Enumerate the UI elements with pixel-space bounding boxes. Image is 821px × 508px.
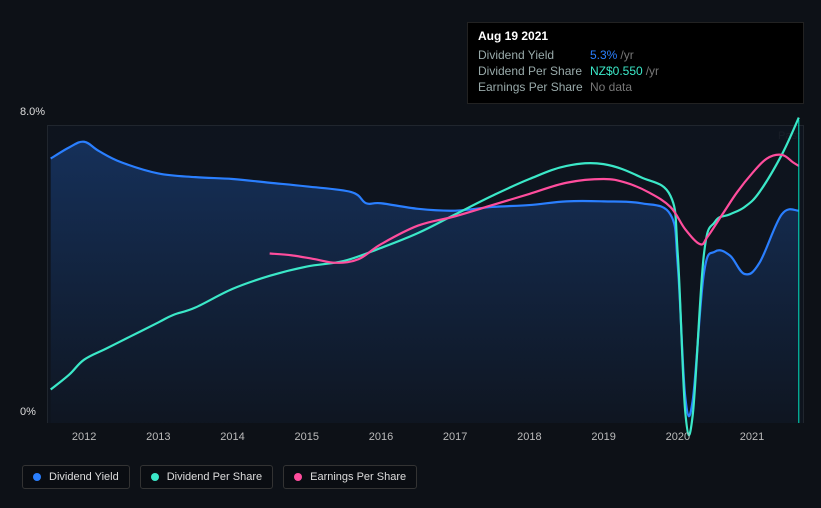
x-tick: 2017 [443, 431, 467, 443]
tooltip-row-label: Earnings Per Share [478, 79, 590, 95]
x-tick: 2015 [295, 431, 319, 443]
x-tick: 2019 [591, 431, 615, 443]
tooltip-row-label: Dividend Per Share [478, 63, 590, 79]
legend-item-dividend-yield[interactable]: Dividend Yield [22, 465, 130, 489]
legend-label: Dividend Per Share [167, 471, 262, 483]
tooltip-row-suffix: /yr [646, 63, 659, 79]
tooltip-date: Aug 19 2021 [478, 29, 793, 43]
series-area-fill [51, 142, 799, 423]
legend-item-earnings-per-share[interactable]: Earnings Per Share [283, 465, 417, 489]
legend-dot-icon [33, 473, 41, 481]
chart-svg [47, 125, 804, 423]
x-tick: 2018 [517, 431, 541, 443]
x-tick: 2016 [369, 431, 393, 443]
tooltip-row: Earnings Per Share No data [478, 79, 793, 95]
legend-dot-icon [294, 473, 302, 481]
y-tick-max: 8.0% [20, 106, 45, 118]
tooltip-row-label: Dividend Yield [478, 47, 590, 63]
tooltip-row-value: 5.3% [590, 47, 617, 63]
x-tick: 2021 [740, 431, 764, 443]
x-tick: 2020 [666, 431, 690, 443]
x-tick: 2013 [146, 431, 170, 443]
legend: Dividend Yield Dividend Per Share Earnin… [22, 465, 417, 489]
legend-item-dividend-per-share[interactable]: Dividend Per Share [140, 465, 273, 489]
y-tick-min: 0% [20, 406, 36, 418]
x-tick: 2014 [220, 431, 244, 443]
tooltip-row-value: NZ$0.550 [590, 63, 643, 79]
tooltip-row-suffix: /yr [620, 47, 633, 63]
tooltip-row: Dividend Yield 5.3% /yr [478, 47, 793, 63]
legend-label: Dividend Yield [49, 471, 119, 483]
chart-plot-area[interactable] [47, 125, 804, 423]
tooltip-box: Aug 19 2021 Dividend Yield 5.3% /yr Divi… [467, 22, 804, 104]
x-tick: 2012 [72, 431, 96, 443]
legend-dot-icon [151, 473, 159, 481]
tooltip-row: Dividend Per Share NZ$0.550 /yr [478, 63, 793, 79]
legend-label: Earnings Per Share [310, 471, 406, 483]
tooltip-row-value: No data [590, 79, 632, 95]
